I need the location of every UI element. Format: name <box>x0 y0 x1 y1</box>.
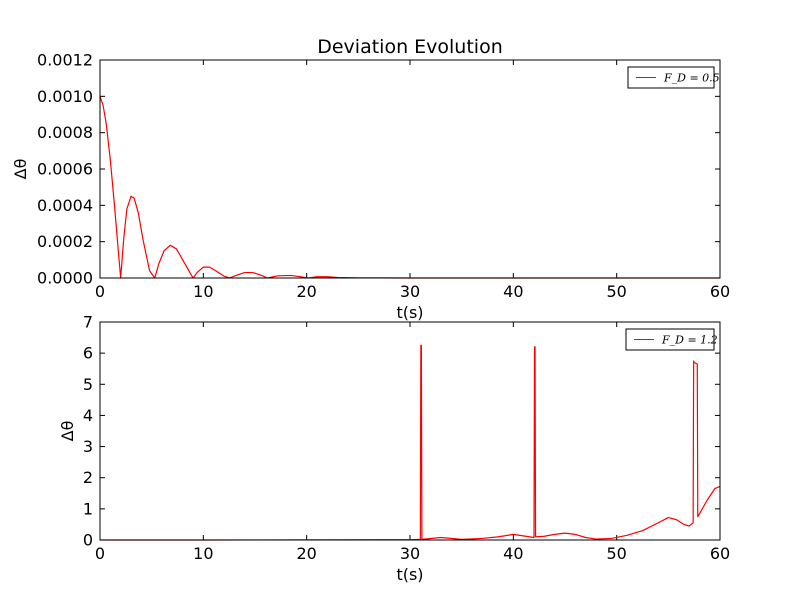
y-tick-label: 0.0012 <box>37 51 93 70</box>
x-tick-label: 0 <box>95 282 105 301</box>
legend-box <box>627 66 715 89</box>
legend-box <box>625 328 715 351</box>
subplot-top-xlabel: t(s) <box>396 303 423 322</box>
subplot-bottom-ylabel: Δθ <box>58 421 77 442</box>
subplot-top-tick-labels: 0 10 20 30 40 50 60 0.0000 0.0002 0.0004 0.0006 0.0… <box>37 51 730 302</box>
x-tick-label: 40 <box>503 544 523 563</box>
y-tick-label: 0.0004 <box>37 196 93 215</box>
subplot-top-ticks <box>99 59 721 279</box>
x-tick-label: 10 <box>193 544 213 563</box>
x-tick-label: 0 <box>95 544 105 563</box>
subplot-bottom-ticks <box>99 321 721 541</box>
subplot-bottom-frame <box>99 321 721 541</box>
subplot-top: 0 10 20 30 40 50 60 0.0000 0.0002 0.0004 0.0006 0.0… <box>11 51 730 323</box>
y-tick-label: 0.0010 <box>37 87 93 106</box>
y-tick-label: 6 <box>83 344 93 363</box>
subplot-bottom-tick-labels: 0 10 20 30 40 50 60 0 1 2 3 4 5 6 7 <box>83 313 730 564</box>
subplot-top-ylabel: Δθ <box>11 159 30 180</box>
x-tick-label: 40 <box>503 282 523 301</box>
y-tick-label: 0.0000 <box>37 269 93 288</box>
y-tick-label: 7 <box>83 313 93 332</box>
y-tick-label: 1 <box>83 499 93 518</box>
legend-label: F_D = 1.2 <box>661 334 718 347</box>
x-tick-label: 20 <box>296 544 316 563</box>
x-tick-label: 60 <box>710 282 730 301</box>
subplot-bottom-series <box>100 344 721 541</box>
series-line <box>99 96 720 279</box>
y-tick-label: 2 <box>83 468 93 487</box>
subplot-top-frame <box>99 59 721 279</box>
x-tick-label: 60 <box>710 544 730 563</box>
x-tick-label: 50 <box>606 544 626 563</box>
x-tick-label: 30 <box>400 544 420 563</box>
x-tick-label: 30 <box>400 282 420 301</box>
x-tick-label: 10 <box>193 282 213 301</box>
figure-title: Deviation Evolution <box>317 36 503 58</box>
subplot-bottom-xlabel: t(s) <box>396 565 423 584</box>
x-tick-label: 50 <box>606 282 626 301</box>
y-tick-label: 4 <box>83 406 93 425</box>
y-tick-label: 5 <box>83 375 93 394</box>
subplot-top-legend: F_D = 0.5 <box>627 66 720 89</box>
subplot-bottom: 0 10 20 30 40 50 60 0 1 2 3 4 5 6 7 t(s) Δθ F_D = 1.2 <box>58 313 730 585</box>
y-tick-label: 0.0002 <box>37 232 93 251</box>
y-tick-label: 0.0006 <box>37 160 93 179</box>
x-tick-label: 20 <box>296 282 316 301</box>
y-tick-label: 3 <box>83 437 93 456</box>
series-line <box>100 344 721 541</box>
subplot-top-series <box>99 96 720 279</box>
subplot-bottom-legend: F_D = 1.2 <box>625 328 718 351</box>
legend-label: F_D = 0.5 <box>663 72 720 85</box>
y-tick-label: 0.0008 <box>37 123 93 142</box>
y-tick-label: 0 <box>83 531 93 550</box>
